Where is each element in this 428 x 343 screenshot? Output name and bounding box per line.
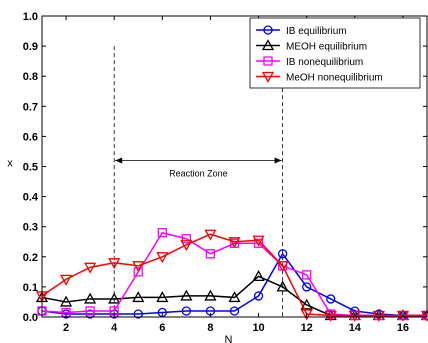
y-tick-label: 0.5 xyxy=(23,162,38,174)
legend-entry: MeOH nonequilibrium xyxy=(256,71,383,84)
legend-label: IB equilibrium xyxy=(286,26,347,37)
data-point xyxy=(157,228,167,238)
data-point xyxy=(348,310,361,322)
legend-entry: IB nonequilibrium xyxy=(256,56,363,68)
data-point xyxy=(252,270,265,282)
data-point xyxy=(228,291,241,303)
legend-marker xyxy=(263,56,273,66)
reaction-zone-label: Reaction Zone xyxy=(169,168,228,178)
arrow-left-icon xyxy=(115,157,123,164)
data-point xyxy=(324,310,337,322)
y-axis-label: x xyxy=(7,158,13,170)
data-point xyxy=(85,306,95,316)
data-point xyxy=(396,310,410,322)
data-point xyxy=(84,262,97,274)
data-point xyxy=(253,238,264,248)
data-point xyxy=(181,234,192,244)
legend-marker xyxy=(261,71,275,83)
data-point xyxy=(133,309,143,319)
data-point xyxy=(277,249,288,259)
x-tick-label: 12 xyxy=(301,322,313,334)
y-tick-label: 0.2 xyxy=(23,252,38,264)
data-point xyxy=(302,282,312,292)
data-point xyxy=(228,237,241,249)
x-tick-label: 14 xyxy=(349,322,362,334)
data-point xyxy=(59,295,73,307)
legend-marker xyxy=(263,25,273,35)
data-point xyxy=(326,294,336,304)
data-point xyxy=(276,261,289,273)
data-point xyxy=(59,274,73,286)
y-tick-label: 0.6 xyxy=(23,131,38,143)
data-point xyxy=(180,289,193,301)
data-point xyxy=(276,280,289,292)
series-ib-nonequilibrium xyxy=(37,228,428,321)
data-point xyxy=(180,240,193,252)
y-tick-label: 0.8 xyxy=(23,71,38,83)
data-point xyxy=(204,289,217,301)
y-tick-label: 0.4 xyxy=(23,192,39,204)
data-point xyxy=(132,261,145,273)
y-tick-label: 0.3 xyxy=(23,222,38,234)
data-point xyxy=(84,292,97,304)
data-point xyxy=(156,252,169,264)
data-point xyxy=(253,291,264,301)
data-point xyxy=(133,267,143,277)
x-tick-label: 4 xyxy=(111,322,118,334)
data-point xyxy=(132,291,145,303)
data-point xyxy=(372,310,385,322)
data-point xyxy=(204,229,217,241)
data-point xyxy=(229,306,240,316)
data-point xyxy=(205,249,216,259)
series-ib-equilibrium xyxy=(37,249,428,321)
series-line xyxy=(41,275,427,317)
series-line xyxy=(41,233,427,317)
axis-ticks: 0.0 0.1 0.2 0.3 0.4 0.5 0.6 0.7 0.8 0.9 1.0 2 4 6 8 10 1… xyxy=(23,11,427,334)
data-point xyxy=(300,309,313,321)
data-point xyxy=(108,292,121,304)
data-point xyxy=(181,306,192,316)
series-line xyxy=(41,231,427,317)
series-line xyxy=(41,252,427,317)
x-tick-label: 2 xyxy=(63,322,69,334)
arrow-right-icon xyxy=(274,157,282,164)
x-tick-label: 8 xyxy=(207,322,213,334)
data-point xyxy=(156,291,169,303)
data-point xyxy=(252,235,265,247)
y-tick-label: 1.0 xyxy=(23,11,38,23)
reaction-zone-annotation: Reaction Zone xyxy=(115,157,282,178)
y-tick-label: 0.7 xyxy=(23,101,38,113)
x-tick-label: 10 xyxy=(252,322,264,334)
legend-label: MeOH nonequilibrium xyxy=(286,73,383,84)
legend-marker xyxy=(261,39,275,51)
x-axis-label: N xyxy=(225,334,233,343)
data-point xyxy=(302,270,312,280)
legend-label: MEOH equilibrium xyxy=(286,42,367,53)
legend-entry: MEOH equilibrium xyxy=(256,39,367,53)
data-point xyxy=(108,258,121,270)
y-tick-label: 0.1 xyxy=(23,282,38,294)
x-tick-label: 6 xyxy=(159,322,165,334)
y-tick-label: 0.9 xyxy=(23,41,38,53)
legend-entry: IB equilibrium xyxy=(256,25,347,37)
y-tick-label: 0.0 xyxy=(23,312,38,324)
series-meoh-nonequilibrium xyxy=(35,229,428,322)
data-point xyxy=(300,298,313,310)
x-tick-label: 16 xyxy=(397,322,409,334)
legend: IB equilibrium MEOH equilibrium IB nonequi… xyxy=(249,17,421,89)
series-lines xyxy=(35,228,428,322)
legend-label: IB nonequilibrium xyxy=(286,57,363,68)
